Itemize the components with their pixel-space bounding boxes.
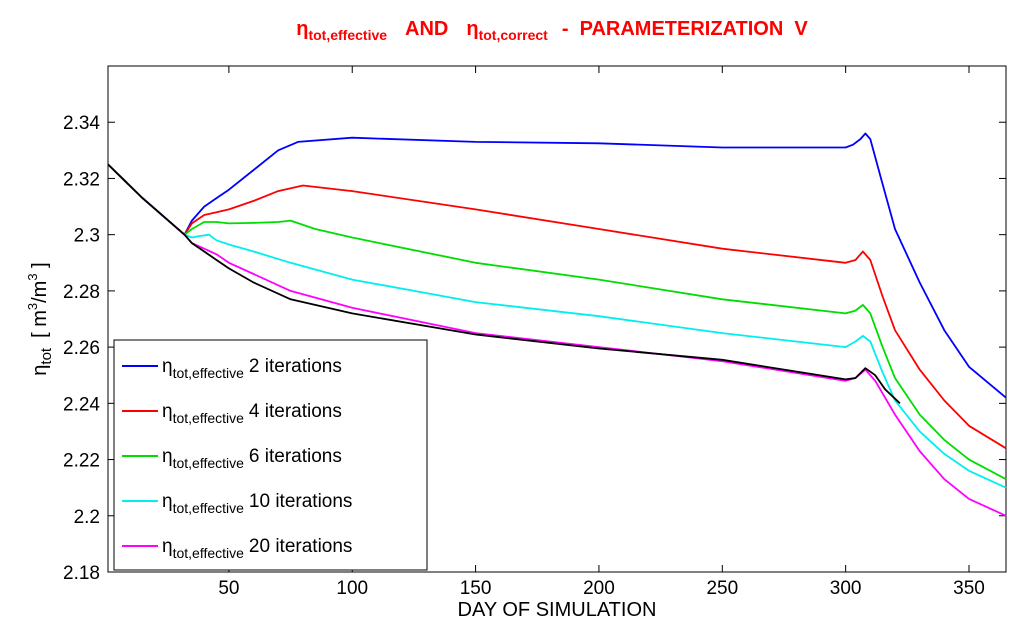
x-tick-label: 100 [336, 578, 368, 599]
legend-text: 20 iterations [249, 536, 353, 557]
legend-sub: tot,effective [173, 500, 245, 516]
y-tick-label: 2.24 [63, 394, 100, 415]
series-line-correct [107, 163, 901, 404]
chart-title: ηtot,effective AND ηtot,correct - PARAMETER… [296, 18, 808, 43]
y-label-sub: tot [38, 347, 55, 365]
y-tick-label: 2.18 [63, 563, 100, 584]
legend-text: 2 iterations [249, 356, 342, 377]
legend-text: 6 iterations [249, 446, 342, 467]
y-label-sup1: 3 [25, 303, 40, 310]
y-tick-label: 2.28 [63, 282, 100, 303]
legend-sub: tot,effective [173, 410, 245, 426]
legend-sub: tot,effective [173, 455, 245, 471]
x-tick-label: 250 [706, 578, 738, 599]
legend-label: ηtot,effective 10 iterations [162, 491, 352, 516]
y-tick-label: 2.3 [74, 226, 100, 247]
y-tick-label: 2.32 [63, 169, 100, 190]
y-label-unit-open: [ m [29, 310, 51, 338]
legend-text: 10 iterations [249, 491, 353, 512]
x-tick-label: 300 [830, 578, 862, 599]
legend-eta: η [162, 536, 173, 557]
title-tail: - PARAMETERIZATION V [562, 18, 809, 40]
legend-box [113, 339, 428, 571]
y-tick-label: 2.34 [63, 113, 100, 134]
y-tick-label: 2.26 [63, 338, 100, 359]
title-eta-a: η [296, 18, 308, 40]
x-tick-label: 200 [583, 578, 615, 599]
y-label-unit-mid: /m [29, 281, 51, 303]
legend-sub: tot,effective [173, 365, 245, 381]
series-line-6-iterations [107, 163, 1007, 480]
title-connector: AND [405, 18, 448, 40]
series-line-4-iterations [107, 163, 1007, 450]
legend-label: ηtot,effective 6 iterations [162, 446, 342, 471]
legend-eta: η [162, 491, 173, 512]
ticks-layer: 50 100 150 200 250 300 350 2.18 2.2 2.22 2.24 2.26 2… [63, 66, 1006, 599]
series-line-2-iterations [107, 132, 1007, 399]
series-layer [107, 132, 1007, 517]
legend-eta: η [162, 356, 173, 377]
legend-eta: η [162, 446, 173, 467]
y-tick-label: 2.22 [63, 451, 100, 472]
series-line-10-iterations [107, 163, 1007, 489]
title-sub-b: tot,correct [479, 27, 549, 43]
x-tick-label: 50 [218, 578, 239, 599]
series-line-20-iterations [107, 163, 1007, 517]
legend-label: ηtot,effective 20 iterations [162, 536, 352, 561]
x-tick-label: 150 [460, 578, 492, 599]
title-eta-b: η [466, 18, 478, 40]
y-label-eta: η [29, 365, 51, 376]
x-tick-label: 350 [953, 578, 985, 599]
y-axis-label: ηtot[ m3/m3 ] [25, 262, 55, 375]
legend-label: ηtot,effective 4 iterations [162, 401, 342, 426]
legend-sub: tot,effective [173, 545, 245, 561]
y-label-sup2: 3 [25, 273, 40, 280]
legend: ηtot,effective 2 iterationsηtot,effective… [113, 339, 428, 571]
legend-eta: η [162, 401, 173, 422]
legend-label: ηtot,effective 2 iterations [162, 356, 342, 381]
legend-text: 4 iterations [249, 401, 342, 422]
x-axis-label: DAY OF SIMULATION [458, 599, 657, 621]
title-sub-a: tot,effective [308, 27, 387, 43]
y-tick-label: 2.2 [74, 507, 100, 528]
y-label-unit-close: ] [29, 262, 51, 273]
